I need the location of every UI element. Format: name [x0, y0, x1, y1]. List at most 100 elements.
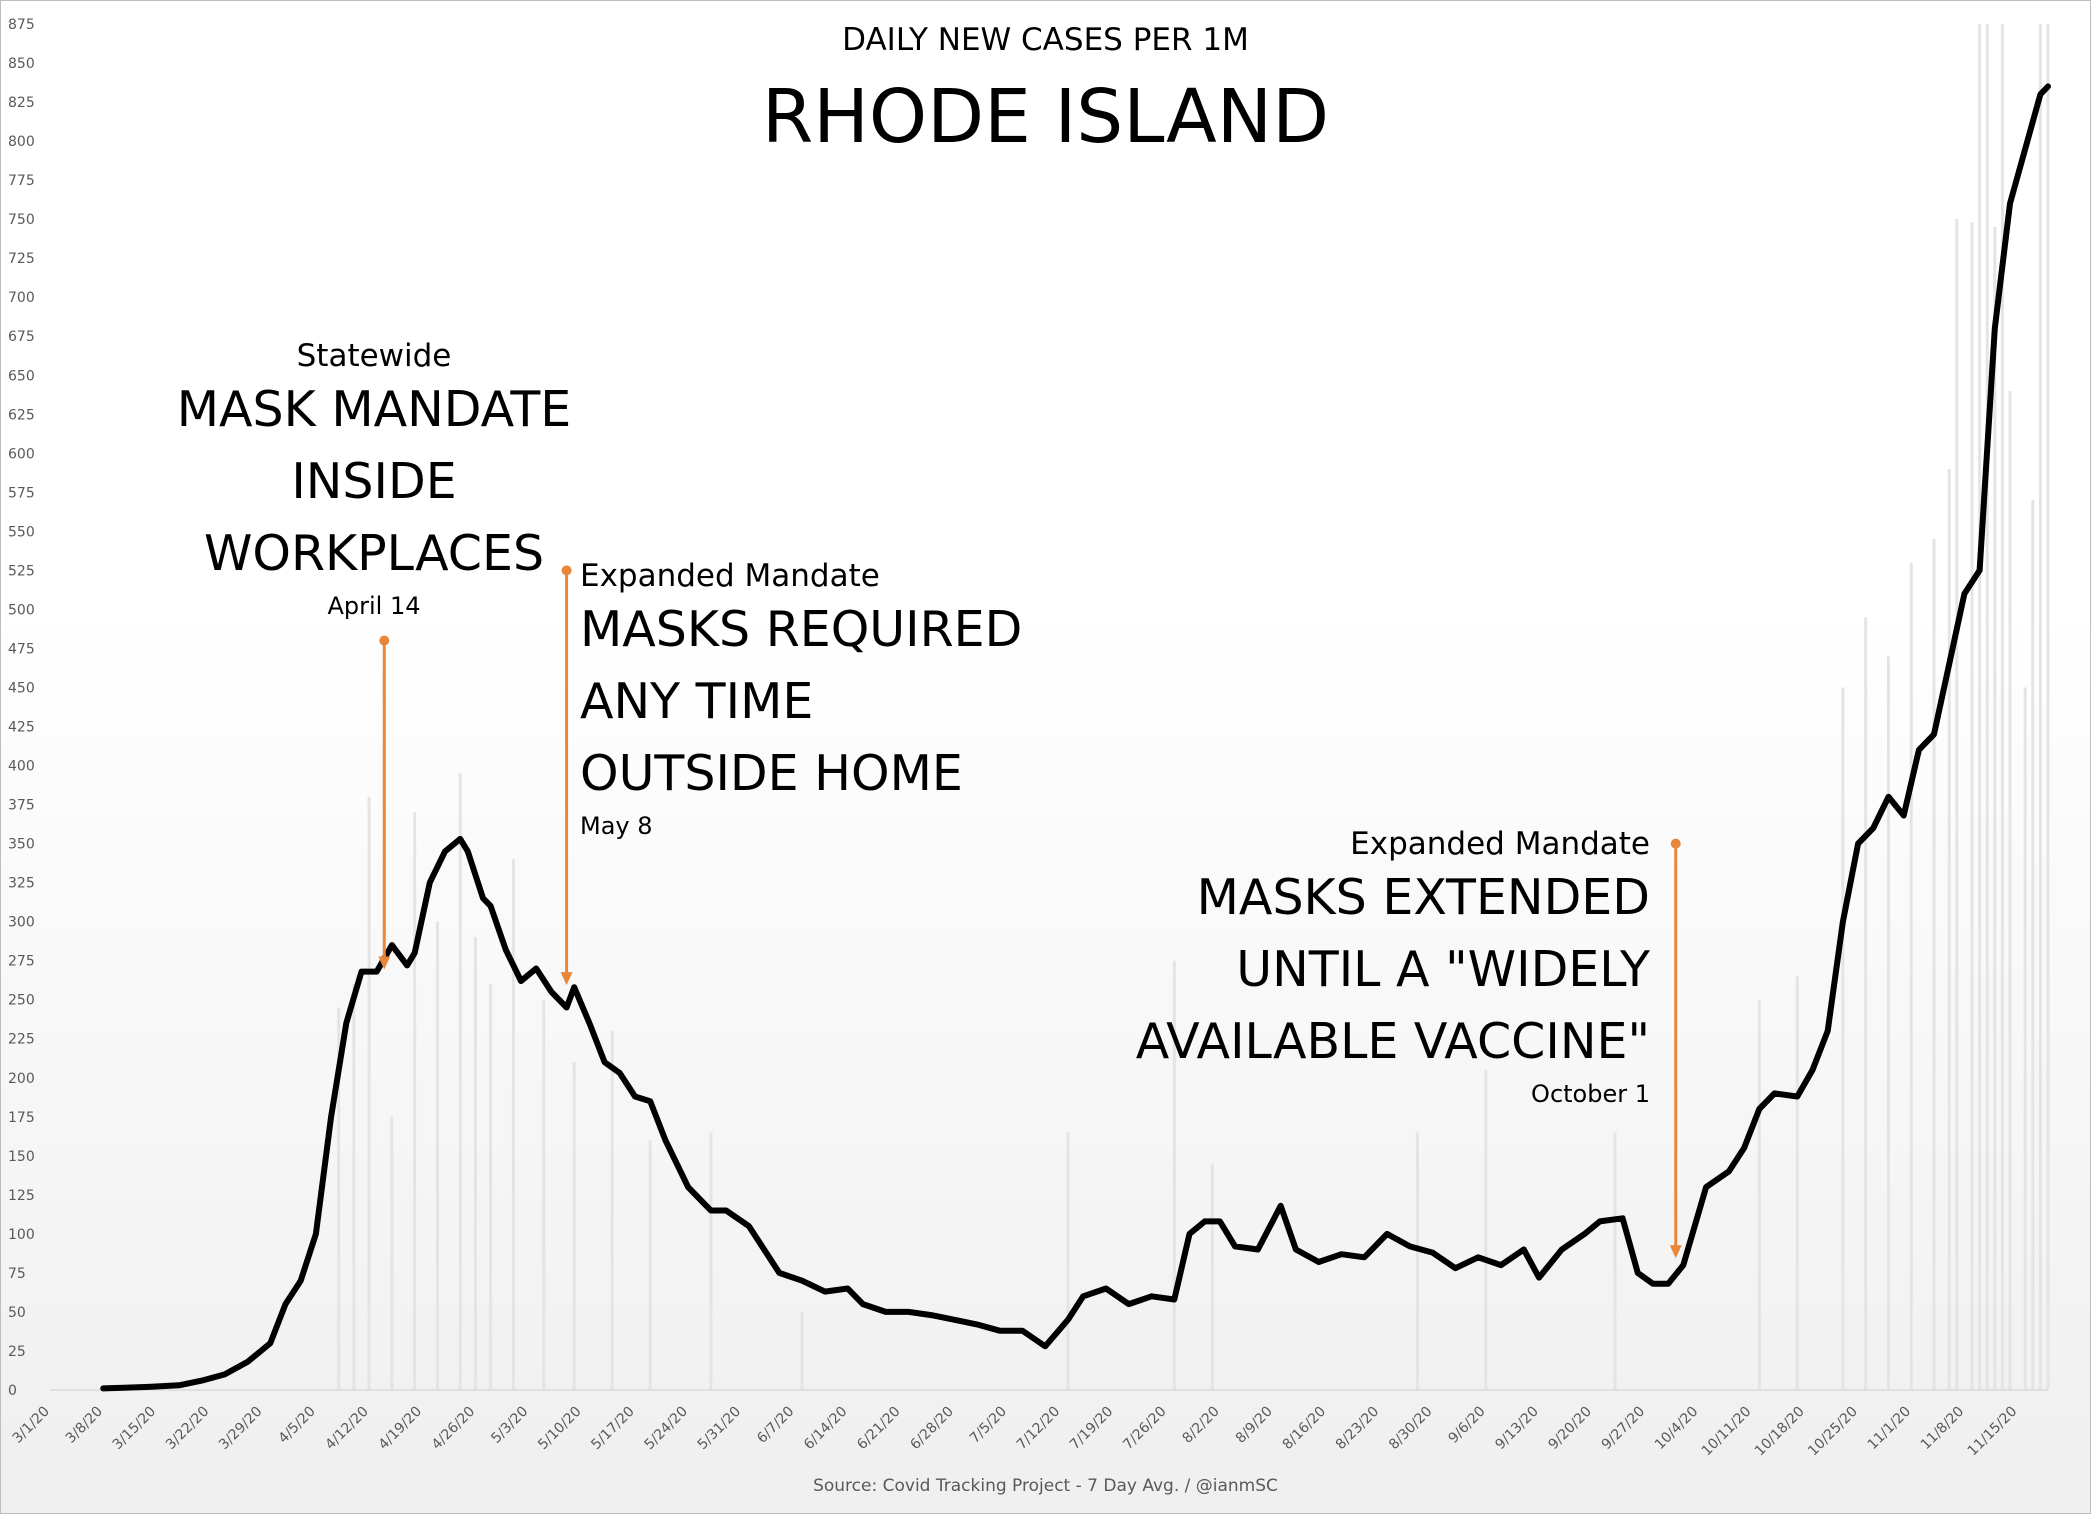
y-tick-label: 50: [8, 1305, 26, 1321]
daily-bar: [1172, 960, 1176, 1390]
daily-bar: [2023, 687, 2027, 1390]
y-tick-label: 275: [8, 954, 35, 970]
annotation-arrows: [378, 565, 1682, 1259]
x-tick-label: 3/29/20: [216, 1404, 265, 1453]
x-tick-label: 5/10/20: [535, 1404, 584, 1453]
y-tick-label: 25: [8, 1344, 26, 1360]
x-tick-label: 4/26/20: [429, 1404, 478, 1453]
daily-bar: [1978, 24, 1982, 1390]
y-tick-label: 250: [8, 993, 35, 1009]
daily-bar: [2000, 24, 2004, 1390]
y-tick-label: 750: [8, 212, 35, 228]
daily-bar: [1932, 539, 1936, 1390]
daily-bar: [1886, 656, 1890, 1390]
daily-bar: [1841, 687, 1845, 1390]
y-tick-label: 400: [8, 759, 35, 775]
x-tick-label: 3/1/20: [10, 1404, 53, 1447]
x-tick-label: 8/16/20: [1280, 1404, 1329, 1453]
y-tick-label: 500: [8, 602, 35, 618]
x-tick-label: 7/19/20: [1067, 1404, 1116, 1453]
annotation-line: MASKS EXTENDED: [1196, 869, 1650, 926]
daily-bar: [572, 1062, 576, 1390]
x-tick-label: 9/27/20: [1599, 1404, 1648, 1453]
y-tick-label: 850: [8, 56, 35, 72]
daily-bar: [1947, 468, 1951, 1390]
y-tick-label: 0: [8, 1383, 17, 1399]
x-axis: 3/1/20 3/8/20 3/15/20 3/22/20 3/29/20 4/5/20 4…: [10, 1389, 2048, 1460]
x-tick-label: 6/28/20: [907, 1404, 956, 1453]
y-tick-label: 300: [8, 915, 35, 931]
daily-bar: [337, 1007, 341, 1390]
y-tick-label: 175: [8, 1110, 35, 1126]
daily-bar: [542, 999, 546, 1390]
y-tick-label: 475: [8, 641, 35, 657]
annotation-oct1: Expanded Mandate MASKS EXTENDED UNTIL A …: [1050, 826, 1650, 1108]
x-tick-label: 8/9/20: [1233, 1404, 1276, 1447]
daily-bar: [2031, 500, 2035, 1390]
x-tick-label: 9/6/20: [1445, 1404, 1488, 1447]
daily-bar: [511, 859, 515, 1390]
daily-bar: [1955, 219, 1959, 1391]
annotation-arrow-head: [1669, 1245, 1682, 1259]
daily-bar: [1970, 222, 1974, 1390]
y-tick-label: 100: [8, 1227, 35, 1243]
daily-bar: [367, 796, 371, 1390]
y-tick-label: 675: [8, 329, 35, 345]
annotation-date: October 1: [1531, 1080, 1650, 1108]
annotation-line: UNTIL A "WIDELY: [1236, 941, 1650, 998]
annotation-line: AVAILABLE VACCINE": [1135, 1013, 1650, 1070]
annotation-date: May 8: [580, 812, 653, 840]
y-tick-label: 325: [8, 876, 35, 892]
x-tick-label: 8/2/20: [1180, 1404, 1223, 1447]
x-tick-label: 11/15/20: [1965, 1404, 2021, 1460]
x-tick-label: 11/8/20: [1918, 1404, 1967, 1453]
daily-bar: [800, 1311, 804, 1390]
x-tick-label: 10/4/20: [1652, 1404, 1701, 1453]
x-tick-label: 4/19/20: [376, 1404, 425, 1453]
annotation-line: OUTSIDE HOME: [580, 745, 963, 802]
annotation-kicker: Expanded Mandate: [580, 558, 880, 594]
daily-bar: [352, 984, 356, 1390]
x-tick-label: 5/17/20: [588, 1404, 637, 1453]
x-tick-label: 7/26/20: [1120, 1404, 1169, 1453]
y-tick-label: 575: [8, 485, 35, 501]
y-tick-label: 125: [8, 1188, 35, 1204]
series-line: [100, 83, 2051, 1392]
annotation-arrow-head: [378, 956, 391, 970]
daily-bar: [435, 921, 439, 1390]
daily-bar: [473, 937, 477, 1390]
daily-bar: [1909, 562, 1913, 1390]
annotation-arrow-head: [560, 972, 573, 986]
x-tick-label: 10/25/20: [1805, 1404, 1861, 1460]
y-tick-label: 375: [8, 798, 35, 814]
annotation-line: MASK MANDATE: [176, 381, 572, 438]
y-tick-label: 525: [8, 563, 35, 579]
x-tick-label: 5/24/20: [641, 1404, 690, 1453]
line-layer: [100, 83, 2051, 1392]
y-tick-label: 225: [8, 1032, 35, 1048]
annotation-may8: Expanded Mandate MASKS REQUIRED ANY TIME…: [580, 558, 1022, 840]
daily-bar: [610, 1030, 614, 1390]
x-tick-label: 6/21/20: [854, 1404, 903, 1453]
daily-bar: [390, 1116, 394, 1390]
y-tick-label: 700: [8, 290, 35, 306]
daily-bar: [2008, 390, 2012, 1391]
x-tick-label: 3/8/20: [63, 1404, 106, 1447]
daily-bar: [1415, 1132, 1419, 1390]
y-tick-label: 150: [8, 1149, 35, 1165]
x-tick-label: 6/14/20: [801, 1404, 850, 1453]
x-tick-label: 8/30/20: [1386, 1404, 1435, 1453]
daily-bar: [648, 1140, 652, 1390]
daily-bars-layer: [337, 24, 2050, 1391]
chart-title: RHODE ISLAND: [761, 74, 1330, 160]
daily-bar: [1985, 24, 1989, 1390]
annotation-line: ANY TIME: [580, 673, 814, 730]
chart-subtitle: DAILY NEW CASES PER 1M: [842, 22, 1249, 58]
x-tick-label: 11/1/20: [1865, 1404, 1914, 1453]
daily-bar: [2046, 24, 2050, 1390]
x-tick-label: 8/23/20: [1333, 1404, 1382, 1453]
y-tick-label: 425: [8, 720, 35, 736]
x-tick-label: 4/5/20: [276, 1404, 319, 1447]
